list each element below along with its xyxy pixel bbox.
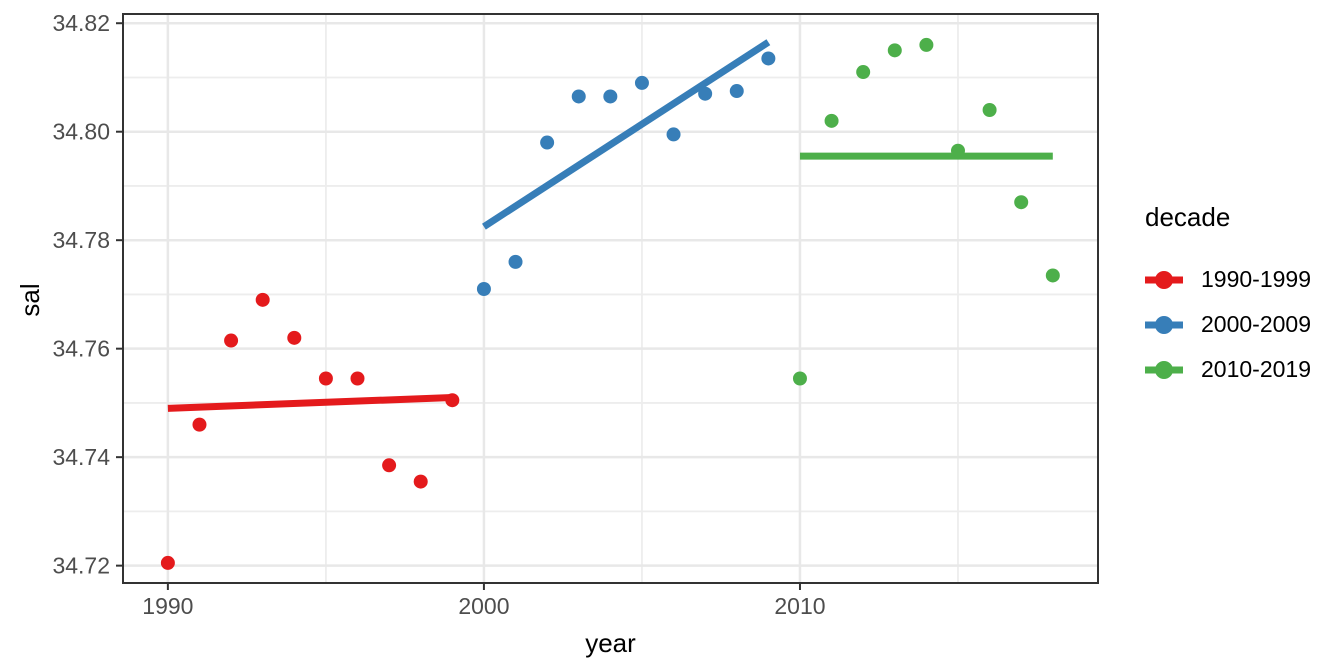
legend-label-2010-2019: 2010-2019 <box>1201 356 1311 382</box>
data-point-2000-2009 <box>476 282 491 297</box>
trend-line-1990-1999 <box>167 393 453 412</box>
y-tick-label: 34.76 <box>52 336 110 362</box>
data-point-2000-2009 <box>508 254 523 269</box>
line-point-key-icon <box>1145 270 1183 289</box>
data-point-2010-2019 <box>919 37 934 52</box>
legend-item-2000-2009: 2000-2009 <box>1143 302 1311 347</box>
trend-line-2000-2009 <box>482 39 771 230</box>
y-tick-label: 34.72 <box>52 553 110 579</box>
data-point-1990-1999 <box>224 333 239 348</box>
x-tick-label: 2010 <box>774 593 825 619</box>
y-tick-label: 34.80 <box>52 119 110 145</box>
y-tick-label: 34.78 <box>52 227 110 253</box>
legend: decade 1990-1999 2000-2009 2010-2019 <box>1143 202 1311 392</box>
y-tick-label: 34.74 <box>52 444 110 470</box>
line-point-key-icon <box>1145 315 1183 334</box>
x-axis-title: year <box>585 628 636 658</box>
data-point-1990-1999 <box>382 458 397 473</box>
data-point-1990-1999 <box>192 417 207 432</box>
legend-label-2000-2009: 2000-2009 <box>1201 311 1311 337</box>
data-point-1990-1999 <box>160 555 175 570</box>
x-tick-label: 1990 <box>142 593 193 619</box>
data-point-2010-2019 <box>982 103 997 118</box>
line-point-key-icon <box>1145 360 1183 379</box>
legend-label-1990-1999: 1990-1999 <box>1201 266 1311 292</box>
data-point-2010-2019 <box>1014 195 1029 210</box>
data-point-2000-2009 <box>761 51 776 66</box>
data-point-2000-2009 <box>571 89 586 104</box>
legend-item-1990-1999: 1990-1999 <box>1143 257 1311 302</box>
data-point-2010-2019 <box>887 43 902 58</box>
data-point-1990-1999 <box>350 371 365 386</box>
data-point-2010-2019 <box>950 143 965 158</box>
data-point-2000-2009 <box>603 89 618 104</box>
data-point-1990-1999 <box>287 330 302 345</box>
data-point-1990-1999 <box>255 292 270 307</box>
x-tick-label: 2000 <box>458 593 509 619</box>
data-point-2000-2009 <box>666 127 681 142</box>
data-point-2000-2009 <box>729 84 744 99</box>
data-point-2010-2019 <box>1045 268 1060 283</box>
data-point-2010-2019 <box>856 65 871 80</box>
data-point-2000-2009 <box>540 135 555 150</box>
data-point-2000-2009 <box>698 86 713 101</box>
data-point-1990-1999 <box>413 474 428 489</box>
data-point-1990-1999 <box>318 371 333 386</box>
data-point-2000-2009 <box>634 75 649 90</box>
data-point-2010-2019 <box>792 371 807 386</box>
legend-title: decade <box>1145 202 1231 232</box>
y-tick-label: 34.82 <box>52 10 110 36</box>
panel-border <box>122 13 1099 584</box>
panel-background <box>123 14 1098 583</box>
data-point-2010-2019 <box>824 113 839 128</box>
data-point-1990-1999 <box>445 393 460 408</box>
legend-item-2010-2019: 2010-2019 <box>1143 347 1311 392</box>
